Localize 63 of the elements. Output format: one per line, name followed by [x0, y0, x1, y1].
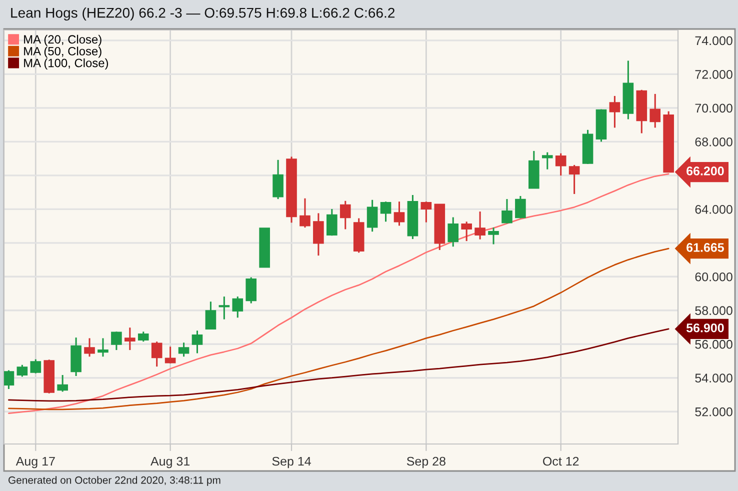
candlestick [232, 296, 244, 318]
candlestick [178, 342, 190, 358]
candlestick [448, 216, 459, 248]
candlestick [4, 370, 14, 390]
x-tick-label: Aug 31 [150, 456, 190, 468]
chart-title: Lean Hogs (HEZ20) 66.2 -3 — O:69.575 H:69.8 L:66.2 C:66.2 [11, 7, 395, 21]
data-label: 61.665 [686, 243, 724, 252]
candlestick [138, 330, 149, 342]
candlestick [272, 159, 284, 200]
legend-label: MA (20, Close) [24, 34, 102, 46]
candlestick [542, 152, 553, 170]
candlestick [461, 220, 472, 242]
candlestick [124, 326, 136, 351]
legend-label: MA (50, Close) [24, 46, 102, 58]
candlestick [394, 200, 405, 226]
x-tick-label: Oct 12 [543, 456, 579, 466]
candlestick [502, 198, 512, 224]
line-series [8, 248, 670, 410]
candlestick [488, 226, 499, 246]
candlestick [218, 296, 230, 320]
y-tick-label: 74.000 [695, 36, 732, 46]
text: 66.200 [686, 166, 724, 176]
candlestick [57, 374, 68, 392]
candlestick [515, 195, 526, 220]
y-tick-label: 52.000 [695, 407, 732, 416]
candlestick [555, 152, 566, 176]
candlestick [474, 210, 486, 240]
candlestick [300, 198, 310, 228]
legend-label: MA (100, Close) [24, 58, 108, 70]
candlestick [366, 199, 378, 232]
candlestick [164, 346, 176, 364]
candlestick [313, 212, 324, 256]
candlestick [16, 364, 28, 378]
candlestick [380, 200, 392, 222]
y-tick-label: 54.000 [695, 374, 732, 383]
text: Generated on October 22nd 2020, 3:48:11 pm [8, 476, 220, 486]
candlestick [568, 164, 580, 195]
candlestick [609, 95, 620, 128]
x-tick-label: Aug 17 [16, 456, 55, 468]
candlestick [98, 337, 108, 358]
candlestick [326, 208, 338, 236]
candlestick [111, 330, 122, 351]
candlestick [420, 200, 432, 224]
candlestick [340, 200, 351, 230]
y-tick-label: 68.000 [695, 137, 732, 146]
y-tick-label: 72.000 [695, 70, 732, 79]
y-tick-label: 60.000 [695, 272, 732, 282]
line-series [8, 173, 670, 414]
candlestick [192, 330, 203, 354]
candlestick [30, 358, 42, 374]
line-series [8, 328, 670, 402]
candlestick [650, 93, 661, 128]
candlestick [84, 337, 95, 358]
y-tick-label: 70.000 [695, 104, 732, 113]
x-tick-label: Sep 28 [406, 456, 446, 468]
candlestick [151, 340, 162, 368]
data-label: 56.900 [686, 323, 724, 332]
x-tick-label: Sep 14 [272, 456, 311, 468]
y-tick-label: 58.000 [695, 306, 732, 316]
candlestick [205, 300, 216, 330]
y-tick-label: 64.000 [695, 204, 732, 214]
y-tick-label: 56.000 [695, 340, 732, 349]
candlestick [246, 276, 257, 304]
